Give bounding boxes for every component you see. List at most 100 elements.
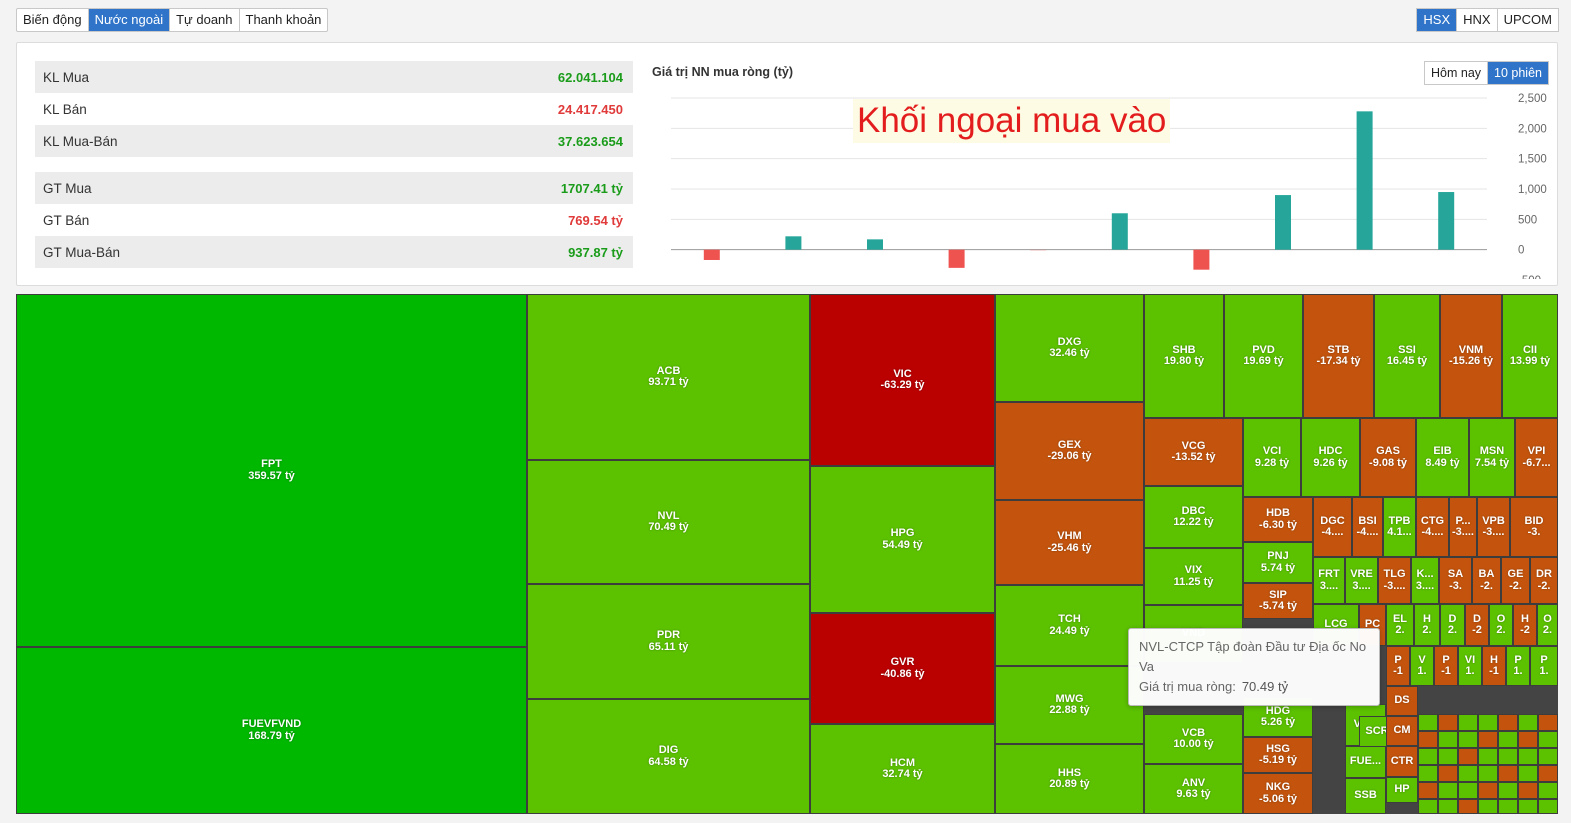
treemap-cell-dig[interactable]: DIG 64.58 tỷ	[527, 699, 810, 814]
treemap-cell-hhs[interactable]: HHS 20.89 tỷ	[995, 744, 1144, 814]
tab-upcom[interactable]: UPCOM	[1503, 12, 1552, 27]
treemap-cell-gvr[interactable]: GVR -40.86 tỷ	[810, 613, 995, 724]
treemap-cell-d[interactable]: D -2	[1465, 604, 1489, 646]
treemap-cell-ctg[interactable]: CTG -4....	[1416, 497, 1449, 557]
treemap-small-tile[interactable]	[1458, 799, 1478, 814]
treemap-cell-acb[interactable]: ACB 93.71 tỷ	[527, 294, 810, 460]
treemap-small-tile[interactable]	[1478, 765, 1498, 782]
treemap-small-tile[interactable]	[1518, 714, 1538, 731]
tab-bien-dong[interactable]: Biến động	[17, 9, 89, 31]
treemap-cell-h[interactable]: H -2	[1513, 604, 1537, 646]
treemap-cell-dr[interactable]: DR -2.	[1530, 557, 1558, 604]
treemap-small-tile[interactable]	[1538, 765, 1558, 782]
treemap-cell-hpg[interactable]: HPG 54.49 tỷ	[810, 466, 995, 613]
treemap-cell-eib[interactable]: EIB 8.49 tỷ	[1416, 418, 1469, 497]
treemap-small-tile[interactable]	[1418, 799, 1438, 814]
treemap-cell-vi[interactable]: VI 1.	[1458, 646, 1482, 686]
treemap-small-tile[interactable]	[1438, 782, 1458, 799]
treemap-cell-vix[interactable]: VIX 11.25 tỷ	[1144, 548, 1243, 605]
treemap-cell-dxg[interactable]: DXG 32.46 tỷ	[995, 294, 1144, 402]
treemap-cell-p[interactable]: P -1	[1434, 646, 1458, 686]
treemap-small-tile[interactable]	[1418, 731, 1438, 748]
treemap-small-tile[interactable]	[1478, 782, 1498, 799]
treemap-small-tile[interactable]	[1478, 731, 1498, 748]
treemap-cell-tch[interactable]: TCH 24.49 tỷ	[995, 585, 1144, 666]
treemap-small-tile[interactable]	[1498, 765, 1518, 782]
treemap-small-tile[interactable]	[1498, 782, 1518, 799]
treemap-small-tile[interactable]	[1518, 748, 1538, 765]
treemap-cell-dbc[interactable]: DBC 12.22 tỷ	[1144, 486, 1243, 548]
tab-hnx[interactable]: HNX	[1457, 9, 1498, 31]
treemap-cell-vcg[interactable]: VCG -13.52 tỷ	[1144, 418, 1243, 486]
tab-nuoc-ngoai[interactable]: Nước ngoài	[88, 9, 171, 31]
treemap-cell-p[interactable]: P -1	[1386, 646, 1410, 686]
tab-tu-doanh[interactable]: Tự doanh	[170, 9, 240, 31]
treemap-small-tile[interactable]	[1498, 748, 1518, 765]
treemap-small-tile[interactable]	[1538, 782, 1558, 799]
treemap-cell-hdc[interactable]: HDC 9.26 tỷ	[1301, 418, 1360, 497]
treemap-small-tile[interactable]	[1438, 748, 1458, 765]
treemap-cell-vic[interactable]: VIC -63.29 tỷ	[810, 294, 995, 466]
treemap-cell-ssb[interactable]: SSB	[1345, 778, 1386, 814]
range-today-button[interactable]: Hôm nay	[1425, 62, 1489, 84]
treemap-cell-gex[interactable]: GEX -29.06 tỷ	[995, 402, 1144, 500]
treemap-small-tile[interactable]	[1418, 782, 1438, 799]
treemap-cell-hsg[interactable]: HSG -5.19 tỷ	[1243, 737, 1313, 773]
treemap-cell-pdr[interactable]: PDR 65.11 tỷ	[527, 584, 810, 699]
treemap-cell-h[interactable]: H 2.	[1414, 604, 1440, 646]
treemap-cell-h[interactable]: H -1	[1482, 646, 1506, 686]
treemap-cell-v[interactable]: V 1.	[1410, 646, 1434, 686]
treemap-small-tile[interactable]	[1538, 714, 1558, 731]
treemap-cell-o[interactable]: O 2.	[1489, 604, 1513, 646]
treemap-cell-bsi[interactable]: BSI -4....	[1352, 497, 1383, 557]
treemap-cell-p[interactable]: P... -3....	[1449, 497, 1477, 557]
treemap-cell-dgc[interactable]: DGC -4....	[1313, 497, 1352, 557]
treemap-small-tile[interactable]	[1458, 765, 1478, 782]
treemap-cell-bid[interactable]: BID -3.	[1510, 497, 1558, 557]
treemap-small-tile[interactable]	[1518, 799, 1538, 814]
treemap-cell-sip[interactable]: SIP -5.74 tỷ	[1243, 583, 1313, 619]
treemap-cell-vhm[interactable]: VHM -25.46 tỷ	[995, 500, 1144, 585]
treemap-small-tile[interactable]	[1498, 799, 1518, 814]
treemap-cell-p[interactable]: P 1.	[1506, 646, 1530, 686]
treemap-small-tile[interactable]	[1478, 748, 1498, 765]
treemap-small-tile[interactable]	[1438, 799, 1458, 814]
treemap-small-tile[interactable]	[1458, 748, 1478, 765]
treemap-cell-vnm[interactable]: VNM -15.26 tỷ	[1440, 294, 1502, 418]
treemap-cell-vpb[interactable]: VPB -3....	[1477, 497, 1510, 557]
treemap-cell-cii[interactable]: CII 13.99 tỷ	[1502, 294, 1558, 418]
treemap-cell-frt[interactable]: FRT 3....	[1313, 557, 1345, 604]
treemap-small-tile[interactable]	[1478, 714, 1498, 731]
treemap-cell-ba[interactable]: BA -2.	[1472, 557, 1501, 604]
treemap-cell-vci[interactable]: VCI 9.28 tỷ	[1243, 418, 1301, 497]
treemap-small-tile[interactable]	[1438, 714, 1458, 731]
treemap-small-tile[interactable]	[1438, 731, 1458, 748]
treemap-small-tile[interactable]	[1458, 782, 1478, 799]
treemap-cell-mwg[interactable]: MWG 22.88 tỷ	[995, 666, 1144, 744]
treemap-cell-ssi[interactable]: SSI 16.45 tỷ	[1374, 294, 1440, 418]
treemap-cell-shb[interactable]: SHB 19.80 tỷ	[1144, 294, 1224, 418]
treemap-cell-tpb[interactable]: TPB 4.1...	[1383, 497, 1416, 557]
treemap-cell-stb[interactable]: STB -17.34 tỷ	[1303, 294, 1374, 418]
treemap-small-tile[interactable]	[1538, 731, 1558, 748]
treemap-cell-tlg[interactable]: TLG -3....	[1378, 557, 1411, 604]
treemap-cell-anv[interactable]: ANV 9.63 tỷ	[1144, 764, 1243, 814]
treemap-small-tile[interactable]	[1518, 765, 1538, 782]
treemap-small-tile[interactable]	[1538, 799, 1558, 814]
treemap-small-tile[interactable]	[1418, 765, 1438, 782]
treemap-small-tile[interactable]	[1418, 748, 1438, 765]
treemap-cell-msn[interactable]: MSN 7.54 tỷ	[1469, 418, 1515, 497]
treemap-small-tile[interactable]	[1498, 731, 1518, 748]
treemap-small-tile[interactable]	[1458, 714, 1478, 731]
treemap-cell-ds[interactable]: DS	[1386, 686, 1418, 716]
treemap-small-tile[interactable]	[1538, 748, 1558, 765]
treemap-cell-ge[interactable]: GE -2.	[1501, 557, 1530, 604]
treemap-cell-cm[interactable]: CM	[1386, 716, 1418, 746]
tab-thanh-khoan[interactable]: Thanh khoản	[245, 12, 322, 27]
treemap-cell-fue[interactable]: FUE...	[1345, 746, 1386, 778]
treemap-small-tile[interactable]	[1478, 799, 1498, 814]
tab-hsx[interactable]: HSX	[1417, 9, 1458, 31]
treemap-cell-pnj[interactable]: PNJ 5.74 tỷ	[1243, 542, 1313, 583]
treemap-cell-d[interactable]: D 2.	[1440, 604, 1465, 646]
treemap-cell-p[interactable]: P 1.	[1530, 646, 1558, 686]
